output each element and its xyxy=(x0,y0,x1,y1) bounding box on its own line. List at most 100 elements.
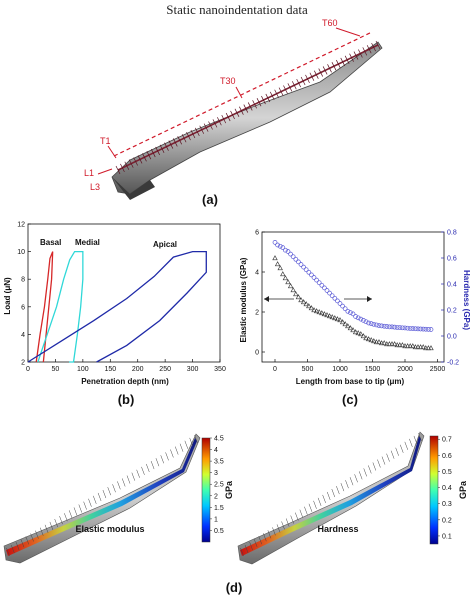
indent-tick xyxy=(190,129,196,139)
spine-tick xyxy=(64,513,68,522)
spine-tick xyxy=(117,481,121,490)
c-xtick-label: 2500 xyxy=(430,366,446,373)
spine-tick xyxy=(88,498,92,507)
indent-tick xyxy=(371,42,376,52)
spine-tick xyxy=(83,501,87,510)
hardness-point xyxy=(275,242,280,248)
modulus-point xyxy=(272,255,278,261)
modulus-point xyxy=(368,337,374,343)
modulus-point xyxy=(410,343,416,349)
indent-tick xyxy=(336,59,341,69)
modulus-point xyxy=(329,314,335,320)
legend-basal: Basal xyxy=(40,238,61,247)
hardness-point xyxy=(374,322,379,328)
modulus-point xyxy=(373,339,380,345)
b-xtick-label: 350 xyxy=(214,366,226,373)
c-axes: 0 500 1000 1500 2000 2500 0 2 4 6 -0.2 0.0 0.2 0.4 0.6… xyxy=(255,230,459,374)
l1-label: L1 xyxy=(84,168,94,178)
hardness-point xyxy=(303,267,309,273)
hardness-point xyxy=(298,262,304,267)
spine-tick xyxy=(267,530,272,539)
panel-b-chart: 0 50 100 150 200 250 300 350 2 4 6 8 10 12 Basal Medi… xyxy=(3,222,226,387)
spine-tick xyxy=(290,515,294,524)
hardness-point xyxy=(293,256,299,262)
hardness-point xyxy=(428,327,434,332)
spine-tick xyxy=(97,492,102,502)
spine-tick xyxy=(240,547,244,557)
hardness-point xyxy=(423,326,429,332)
spine-tick xyxy=(174,446,179,455)
hardness-point xyxy=(335,298,340,304)
modulus-point xyxy=(285,279,291,285)
indent-tick xyxy=(168,140,174,149)
spine-tick xyxy=(336,485,340,495)
hardness-point xyxy=(311,275,317,280)
spine-tick xyxy=(317,497,322,506)
spine-tick xyxy=(179,443,184,452)
c-xtick-label: 1000 xyxy=(332,366,348,373)
hardness-colorbar-label: GPa xyxy=(458,480,468,499)
hardness-point xyxy=(381,323,387,329)
indent-tick xyxy=(318,68,324,77)
c-y2tick-label: 0.2 xyxy=(447,308,457,315)
left-arrow xyxy=(264,296,294,302)
spine-tick xyxy=(93,495,97,504)
spine-tick xyxy=(253,539,258,548)
c-frame xyxy=(261,231,445,363)
hardness-colorbar-ticks: 0.1 0.2 0.3 0.4 0.5 0.6 0.7 xyxy=(438,437,452,540)
c-ytick-label: 2 xyxy=(255,310,259,317)
modulus-point xyxy=(326,313,333,319)
spine-tick xyxy=(390,450,395,459)
hardness-point xyxy=(329,293,335,299)
spine-tick xyxy=(35,530,39,539)
modulus-point xyxy=(386,341,393,347)
colorbar-tick-label: 3 xyxy=(214,470,218,477)
indent-ticks xyxy=(115,40,381,175)
t1-marker: T1 xyxy=(100,136,117,159)
spine-tick xyxy=(326,491,331,501)
modulus-point xyxy=(376,339,382,345)
colorbar-tick-label: 1 xyxy=(214,516,218,523)
hardness-point xyxy=(283,247,288,253)
hardness-point xyxy=(426,327,431,332)
indent-tick xyxy=(247,102,253,111)
indent-tick xyxy=(296,78,301,88)
indent-tick xyxy=(159,144,165,153)
modulus-point xyxy=(407,343,413,349)
panel-d-label: (d) xyxy=(225,580,243,595)
modulus-point xyxy=(280,271,286,277)
hardness-point xyxy=(355,315,361,321)
hardness-point xyxy=(309,272,314,278)
modulus-point xyxy=(402,343,408,349)
modulus-point xyxy=(342,321,348,327)
spine-tick xyxy=(44,524,49,533)
hardness-point xyxy=(389,324,395,330)
hardness-point xyxy=(394,325,400,330)
colorbar-tick-label: 0.6 xyxy=(442,453,452,460)
modulus-point xyxy=(287,283,294,289)
t30-marker: T30 xyxy=(220,76,243,99)
spine-tick xyxy=(313,500,317,509)
spine-tick xyxy=(150,460,155,470)
indent-tick xyxy=(217,117,222,126)
spine-tick xyxy=(404,441,409,450)
modulus-colorbar xyxy=(201,437,211,543)
hardness-point xyxy=(280,245,286,250)
spine-tick xyxy=(107,487,111,496)
hardness-point xyxy=(316,280,322,286)
panel-d-maps: 0.511.522.533.544.5 GPa Elastic modulus … xyxy=(3,431,468,565)
modulus-point xyxy=(350,327,356,333)
modulus-point xyxy=(404,343,411,349)
modulus-point xyxy=(274,261,281,267)
modulus-heat-band xyxy=(6,438,197,556)
modulus-point xyxy=(360,333,367,339)
c-xtick-label: 1500 xyxy=(365,366,381,373)
hardness-map xyxy=(237,431,425,565)
hardness-point xyxy=(407,326,413,331)
modulus-point xyxy=(394,342,400,348)
indent-tick xyxy=(265,93,271,103)
hardness-point xyxy=(272,240,278,245)
indent-tick xyxy=(243,104,249,113)
figure-title: Static nanoindentation data xyxy=(166,2,308,17)
spine-tick xyxy=(249,542,253,551)
